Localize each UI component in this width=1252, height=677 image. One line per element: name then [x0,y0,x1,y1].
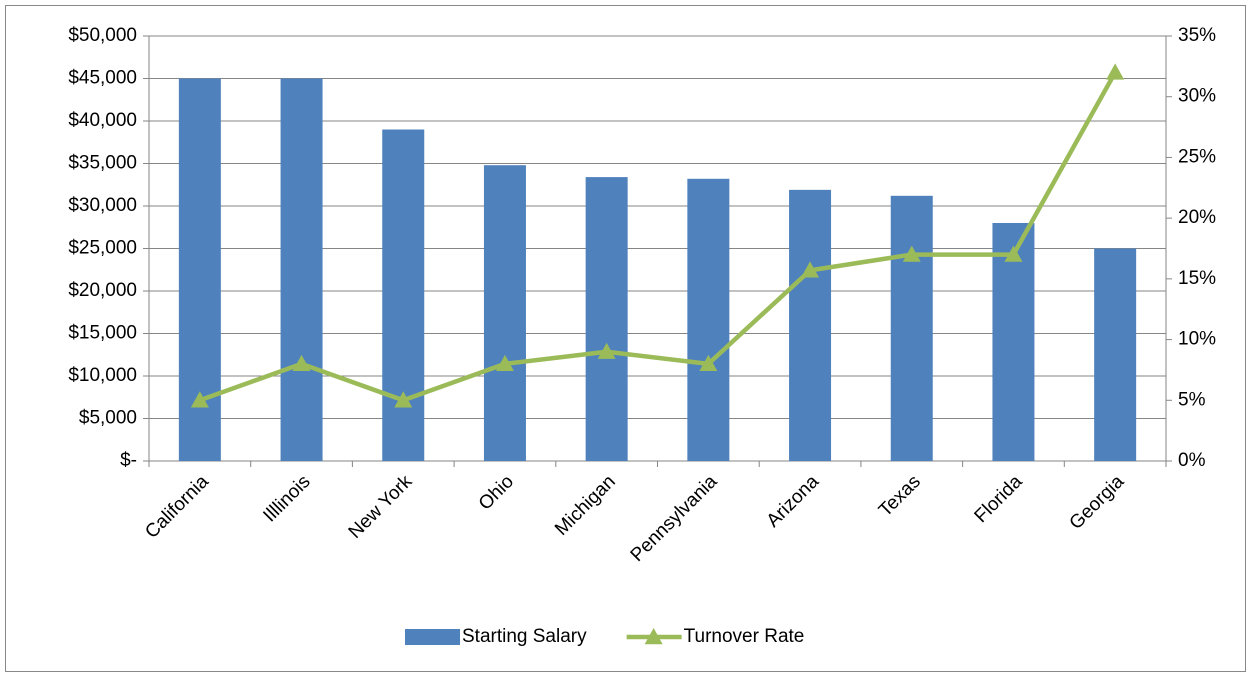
y-tick-label: $35,000 [68,153,137,174]
y-tick-label: $40,000 [68,110,137,131]
line-marker [1004,245,1023,262]
legend-swatch [405,629,460,645]
y-tick-label: $50,000 [68,25,137,46]
y-tick-label: $25,000 [68,238,137,259]
y2-tick-label: 35% [1178,25,1216,46]
y-tick-label: $45,000 [68,68,137,89]
line-marker [902,245,921,262]
y2-tick-label: 15% [1178,268,1216,289]
y-tick-label: $- [120,450,137,471]
y-tick-label: $20,000 [68,280,137,301]
y-tick-label: $10,000 [68,365,137,386]
line-marker [699,354,718,372]
line-marker [597,342,616,359]
bar [280,78,323,461]
y2-tick-label: 20% [1178,207,1216,228]
legend-label: Turnover Rate [684,626,805,647]
y-tick-label: $30,000 [68,195,137,216]
y-tick-label: $5,000 [79,408,137,429]
bar [1094,248,1137,461]
bar [382,129,425,461]
bar [585,177,628,461]
y2-tick-label: 10% [1178,329,1216,350]
bar [789,189,832,461]
line-marker [190,391,209,408]
legend-marker [644,628,663,645]
bar [890,195,933,462]
y2-tick-label: 5% [1178,389,1206,410]
line-marker [292,354,311,372]
line [199,71,1118,403]
bar [992,223,1035,461]
y2-tick-label: 30% [1178,86,1216,107]
y2-tick-label: 25% [1178,146,1216,167]
y2-tick-label: 0% [1178,450,1206,471]
line-marker [394,391,413,408]
y-tick-label: $15,000 [68,323,137,344]
line-marker [1106,63,1125,80]
legend-label: Starting Salary [462,626,587,647]
bar [483,165,526,461]
line-marker [495,354,514,372]
bar [687,178,730,462]
line-marker [801,261,820,278]
